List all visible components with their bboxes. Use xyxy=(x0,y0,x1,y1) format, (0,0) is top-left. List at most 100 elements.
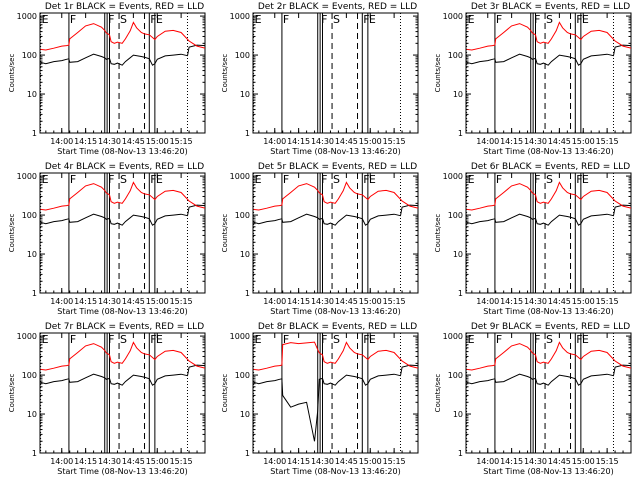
event-marker-label: E xyxy=(156,173,163,186)
y-tick-label: 100 xyxy=(448,51,463,60)
event-marker-label: E xyxy=(42,13,49,26)
event-marker-label: S xyxy=(333,13,340,26)
event-marker-label: F xyxy=(70,13,76,26)
event-marker-label: F xyxy=(534,333,540,346)
event-marker-label: F xyxy=(108,173,114,186)
y-tick-label: 10 xyxy=(240,410,250,419)
y-axis-label: Counts/sec xyxy=(8,374,16,413)
panel-title: Det 1r BLACK = Events, RED = LLD xyxy=(45,2,204,12)
y-tick-label: 1 xyxy=(32,129,37,138)
y-tick-label: 10 xyxy=(453,410,463,419)
event-marker-label: F xyxy=(363,173,369,186)
events-series-line xyxy=(40,364,205,386)
x-tick-label: 14:30 xyxy=(98,297,121,306)
y-tick-label: 1 xyxy=(245,289,250,298)
detector-panel-6: Det 6r BLACK = Events, RED = LLD 1 10 100 10… xyxy=(434,162,632,316)
y-tick-label: 1000 xyxy=(17,12,37,21)
event-marker-label: S xyxy=(546,173,553,186)
event-marker-label: S xyxy=(546,333,553,346)
x-tick-label: 14:45 xyxy=(122,457,145,466)
x-tick-label: 14:30 xyxy=(311,457,334,466)
x-axis-label: Start Time (08-Nov-13 13:46:20) xyxy=(57,467,187,476)
x-tick-label: 14:45 xyxy=(548,297,571,306)
x-axis-label: Start Time (08-Nov-13 13:46:20) xyxy=(483,467,613,476)
x-tick-label: 15:00 xyxy=(146,297,169,306)
plot-frame xyxy=(252,12,419,134)
event-marker-label: E xyxy=(369,333,376,346)
y-tick-label: 100 xyxy=(448,211,463,220)
y-tick-label: 100 xyxy=(22,51,37,60)
plot-frame xyxy=(465,12,632,134)
x-tick-label: 15:15 xyxy=(596,137,619,146)
x-tick-label: 15:15 xyxy=(596,457,619,466)
x-tick-label: 14:30 xyxy=(524,297,547,306)
x-tick-label: 14:45 xyxy=(122,137,145,146)
x-axis-label: Start Time (08-Nov-13 13:46:20) xyxy=(57,307,187,316)
x-tick-label: 15:15 xyxy=(383,457,406,466)
x-axis-label: Start Time (08-Nov-13 13:46:20) xyxy=(270,307,400,316)
lld-series-line xyxy=(253,341,418,371)
y-axis-label: Counts/sec xyxy=(434,54,442,93)
event-marker-label: E xyxy=(468,173,475,186)
y-tick-label: 1 xyxy=(32,289,37,298)
event-marker-label: S xyxy=(120,333,127,346)
x-tick-label: 14:15 xyxy=(287,297,310,306)
x-tick-label: 14:15 xyxy=(74,457,97,466)
panel-title: Det 6r BLACK = Events, RED = LLD xyxy=(471,162,630,172)
lld-series-line xyxy=(253,181,418,211)
x-tick-label: 14:00 xyxy=(476,297,499,306)
x-tick-label: 15:00 xyxy=(359,457,382,466)
y-tick-label: 100 xyxy=(22,211,37,220)
x-tick-label: 14:45 xyxy=(335,297,358,306)
event-marker-label: F xyxy=(108,13,114,26)
x-tick-label: 14:15 xyxy=(74,137,97,146)
x-tick-label: 14:00 xyxy=(50,137,73,146)
lld-series-line xyxy=(466,181,631,211)
event-marker-label: F xyxy=(321,333,327,346)
y-tick-label: 1 xyxy=(32,449,37,458)
x-tick-label: 14:45 xyxy=(335,137,358,146)
x-tick-label: 14:00 xyxy=(263,297,286,306)
y-tick-label: 1000 xyxy=(443,172,463,181)
event-marker-label: E xyxy=(582,333,589,346)
event-marker-label: F xyxy=(576,173,582,186)
x-tick-label: 15:15 xyxy=(596,297,619,306)
detector-panel-1: Det 1r BLACK = Events, RED = LLD 1 10 100 10… xyxy=(8,2,206,156)
y-tick-label: 1000 xyxy=(230,332,250,341)
event-marker-label: F xyxy=(363,13,369,26)
y-tick-label: 1000 xyxy=(17,172,37,181)
x-tick-label: 15:15 xyxy=(170,457,193,466)
event-marker-label: F xyxy=(496,13,502,26)
x-tick-label: 14:15 xyxy=(500,137,523,146)
y-axis-label: Counts/sec xyxy=(8,54,16,93)
x-tick-label: 15:15 xyxy=(383,297,406,306)
x-tick-label: 14:30 xyxy=(311,297,334,306)
x-tick-label: 14:00 xyxy=(263,457,286,466)
x-tick-label: 15:15 xyxy=(170,137,193,146)
y-axis-label: Counts/sec xyxy=(8,214,16,253)
x-tick-label: 15:00 xyxy=(572,137,595,146)
y-tick-label: 10 xyxy=(453,250,463,259)
plot-frame xyxy=(39,332,206,454)
events-series-line xyxy=(40,204,205,226)
x-tick-label: 14:00 xyxy=(476,137,499,146)
lld-series-line xyxy=(466,341,631,371)
event-marker-label: F xyxy=(321,173,327,186)
y-tick-label: 10 xyxy=(27,90,37,99)
x-tick-label: 15:00 xyxy=(572,457,595,466)
x-tick-label: 14:30 xyxy=(524,137,547,146)
event-marker-label: E xyxy=(156,333,163,346)
x-tick-label: 14:15 xyxy=(74,297,97,306)
y-tick-label: 10 xyxy=(27,410,37,419)
y-tick-label: 1 xyxy=(458,129,463,138)
event-marker-label: S xyxy=(546,13,553,26)
events-series-line xyxy=(253,364,418,442)
event-marker-label: E xyxy=(582,13,589,26)
panel-title: Det 4r BLACK = Events, RED = LLD xyxy=(45,162,204,172)
plot-frame xyxy=(465,332,632,454)
event-marker-label: F xyxy=(150,173,156,186)
x-tick-label: 14:00 xyxy=(50,457,73,466)
detector-panel-9: Det 9r BLACK = Events, RED = LLD 1 10 100 10… xyxy=(434,322,632,476)
y-axis-label: Counts/sec xyxy=(221,54,229,93)
